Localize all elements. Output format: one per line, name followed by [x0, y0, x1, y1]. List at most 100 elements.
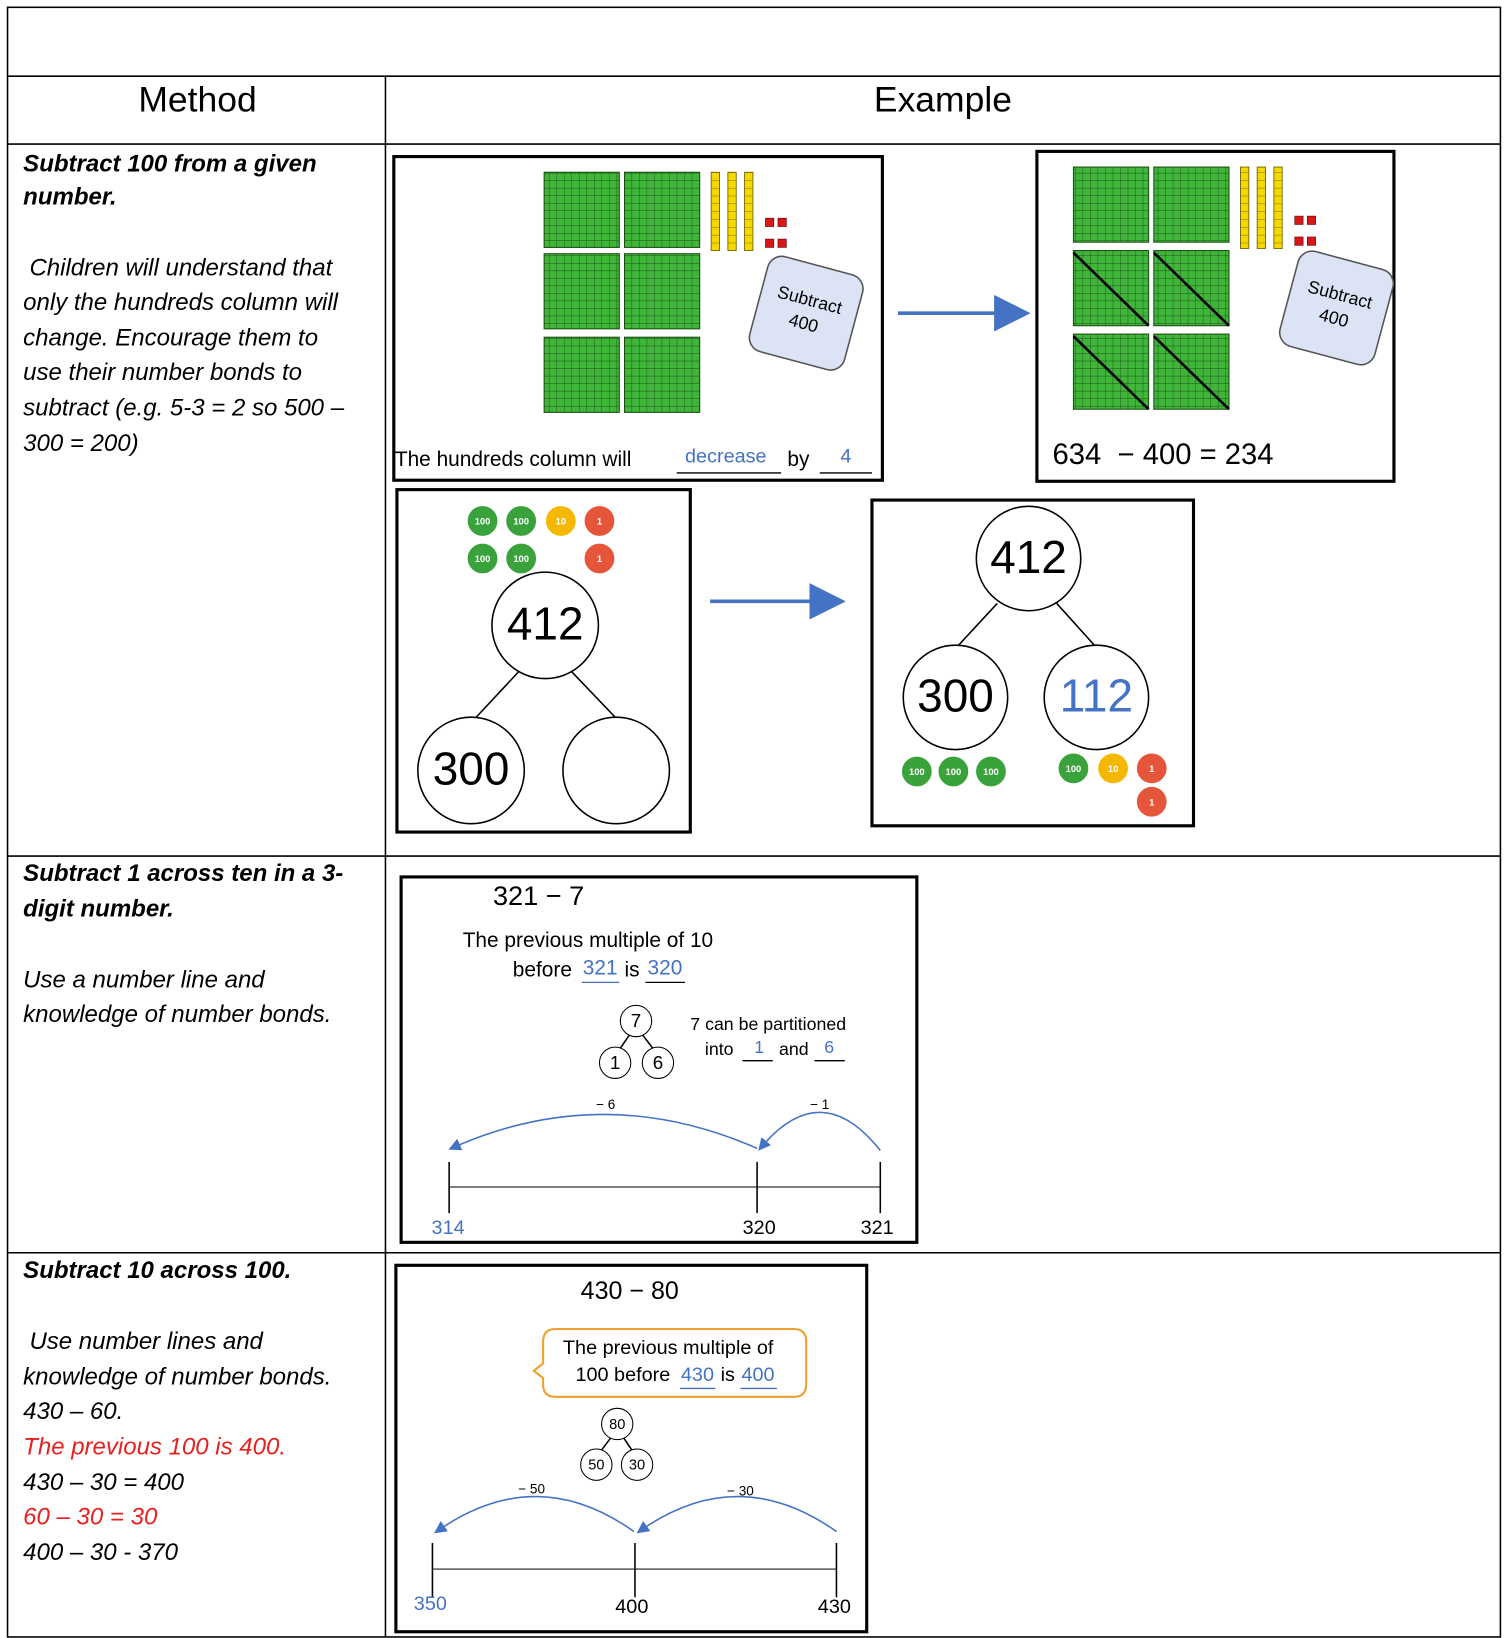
counter-label: 100	[475, 515, 491, 526]
cross-out	[1072, 335, 1150, 411]
method-text: 300 = 200)	[23, 430, 138, 457]
hundred-block	[624, 171, 701, 248]
cross-out	[1072, 251, 1150, 327]
cross-out	[1152, 335, 1230, 411]
part: 300	[433, 743, 510, 795]
counter-label: 100	[983, 766, 999, 777]
method-text: Children will understand that	[29, 255, 333, 282]
part-whole-panel: 412 300 112 100 100 100 100 10 1 1	[870, 498, 1196, 828]
method-cell: Subtract 1 across ten in a 3- digit numb…	[23, 860, 343, 1028]
counter	[1135, 751, 1169, 785]
bond-part: 1	[610, 1052, 620, 1073]
method-text: 430 – 60.	[23, 1398, 123, 1425]
bond-part: 6	[653, 1052, 663, 1073]
method-text: only the hundreds column will	[23, 289, 339, 316]
method-text: 430 – 30 = 400	[23, 1469, 184, 1496]
number-line-label: 320	[743, 1217, 776, 1239]
counter	[544, 504, 578, 538]
number-line-label: 350	[414, 1593, 447, 1615]
one-cube	[777, 217, 787, 227]
jump-label: − 6	[596, 1097, 615, 1112]
bond-part: 30	[629, 1458, 645, 1474]
counter	[504, 542, 538, 575]
shape	[562, 716, 671, 825]
method-text: Use number lines and	[29, 1328, 263, 1355]
ten-rod	[710, 171, 720, 251]
counter	[466, 542, 499, 575]
number-line-label: 321	[861, 1217, 894, 1239]
cross-out	[1152, 251, 1230, 327]
hundred-block	[543, 253, 620, 330]
counter	[936, 755, 970, 788]
whole: 412	[990, 531, 1067, 583]
answer: 6	[824, 1037, 834, 1057]
part-whole-panel: 412 300 100 100 10 1 100 100 1	[395, 488, 692, 834]
answer: 4	[840, 445, 851, 467]
shape: 100 100 100 100 10 1 1	[900, 751, 1169, 819]
method-text: 400 – 30 - 370	[23, 1539, 178, 1566]
sentence: is	[625, 958, 640, 981]
method-cell: Subtract 10 across 100. Use number lines…	[23, 1257, 331, 1566]
counter-label: 1	[597, 515, 602, 526]
ten-rod	[1273, 166, 1283, 249]
counter	[1096, 751, 1130, 785]
base-ten-blocks	[543, 171, 787, 413]
answer: decrease	[685, 445, 767, 467]
counter-label: 1	[1149, 796, 1154, 807]
bond-whole: 80	[609, 1417, 625, 1433]
rule-line	[622, 1437, 633, 1451]
shape	[1043, 644, 1150, 751]
one-cube	[1306, 236, 1316, 246]
ten-rod	[727, 171, 737, 251]
answer: 321	[583, 956, 618, 979]
bond-whole: 7	[631, 1010, 641, 1031]
counter-label: 1	[597, 553, 602, 564]
hundred-block	[543, 171, 620, 248]
shape	[601, 1407, 634, 1441]
shape: 100 100 10 1 100 100 1	[466, 504, 616, 575]
counter	[583, 542, 616, 575]
method-title: number.	[23, 184, 116, 211]
shape	[619, 1004, 653, 1038]
shape	[620, 1448, 654, 1481]
counter-label: 100	[513, 553, 529, 564]
answer: 430	[681, 1364, 714, 1386]
method-text: 60 – 30 = 30	[23, 1503, 158, 1530]
number-line-panel: 321 − 7 The previous multiple of 10 befo…	[399, 875, 919, 1244]
part: 300	[917, 670, 994, 722]
counter-label: 100	[1066, 763, 1082, 774]
counter	[974, 755, 1008, 788]
counter-label: 10	[556, 515, 566, 526]
sentence: The previous multiple of 10	[463, 929, 713, 952]
shape	[975, 505, 1082, 612]
calculation: 321 − 7	[493, 880, 584, 911]
one-cube	[1294, 236, 1304, 246]
method-text: use their number bonds to	[23, 359, 302, 386]
answer: 320	[647, 956, 682, 979]
shape	[598, 1046, 632, 1079]
counter	[1056, 751, 1090, 785]
base-ten-panel: Subtract 400 The hundreds column will de…	[392, 155, 884, 482]
shape	[417, 716, 526, 825]
table	[6, 6, 1502, 1638]
jump-arrow	[758, 1111, 881, 1151]
method-text: Use a number line and	[23, 967, 265, 994]
callout-text: The previous multiple of	[563, 1337, 774, 1359]
jump-arrow	[448, 1113, 758, 1151]
one-cube	[765, 217, 775, 227]
rule-line	[600, 1437, 612, 1451]
number-line-label: 314	[432, 1217, 465, 1239]
jump-label: − 30	[727, 1483, 754, 1498]
counter-label: 1	[1149, 763, 1154, 774]
rule-line	[474, 670, 520, 719]
jump-label: − 50	[518, 1481, 545, 1496]
hundred-block	[624, 336, 701, 413]
ten-rod	[744, 171, 754, 251]
method-title: Subtract 100 from a given	[23, 150, 316, 177]
counter	[583, 504, 616, 538]
callout-text: is	[721, 1364, 735, 1386]
partition-text: 7 can be partitioned	[690, 1014, 846, 1034]
jump-label: − 1	[810, 1097, 829, 1112]
